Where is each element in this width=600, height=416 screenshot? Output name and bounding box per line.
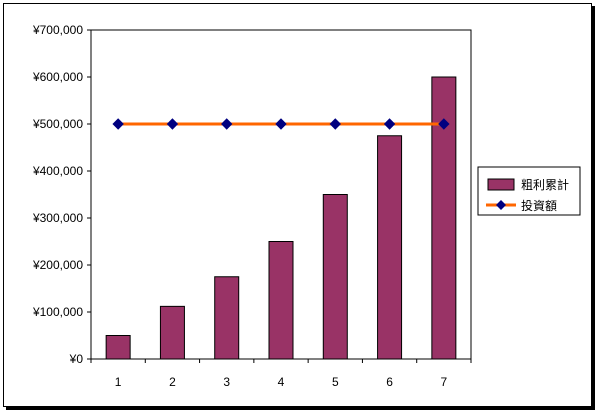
y-tick-label: ¥700,000: [32, 23, 83, 37]
x-tick-label: 4: [278, 375, 285, 389]
y-tick-label: ¥500,000: [32, 117, 83, 131]
bar-3: [214, 276, 240, 360]
legend-box: [477, 166, 581, 216]
y-tick-label: ¥300,000: [32, 211, 83, 225]
line-point-6: [383, 118, 396, 130]
legend-line-label: 投資額: [521, 198, 557, 213]
x-tick-label: 1: [115, 375, 122, 389]
y-tick-label: ¥200,000: [32, 258, 83, 272]
legend-line-marker: [496, 200, 506, 210]
line-point-5: [329, 118, 341, 130]
line-point-7: [438, 118, 450, 130]
x-tick-label: 7: [441, 375, 448, 389]
x-tick-label: 5: [332, 375, 339, 389]
x-tick-label: 3: [223, 375, 230, 389]
bar-2: [159, 305, 185, 360]
line-point-2: [166, 118, 179, 130]
x-tick-label: 2: [169, 375, 176, 389]
bar-4: [268, 241, 294, 360]
line-point-1: [112, 118, 124, 130]
y-tick-label: ¥600,000: [32, 70, 83, 84]
y-tick-label: ¥400,000: [32, 164, 83, 178]
y-tick-label: ¥100,000: [32, 305, 83, 319]
y-tick-label: ¥0: [69, 352, 84, 366]
legend-bar-swatch: [487, 178, 515, 191]
legend: 粗利累計 投資額: [477, 166, 581, 216]
legend-bar-label: 粗利累計: [521, 177, 569, 192]
bar-1: [105, 335, 131, 360]
x-tick-label: 6: [386, 375, 393, 389]
line-point-4: [275, 118, 287, 130]
bar-5: [322, 194, 348, 360]
bar-6: [377, 135, 403, 360]
line-point-3: [221, 118, 233, 130]
